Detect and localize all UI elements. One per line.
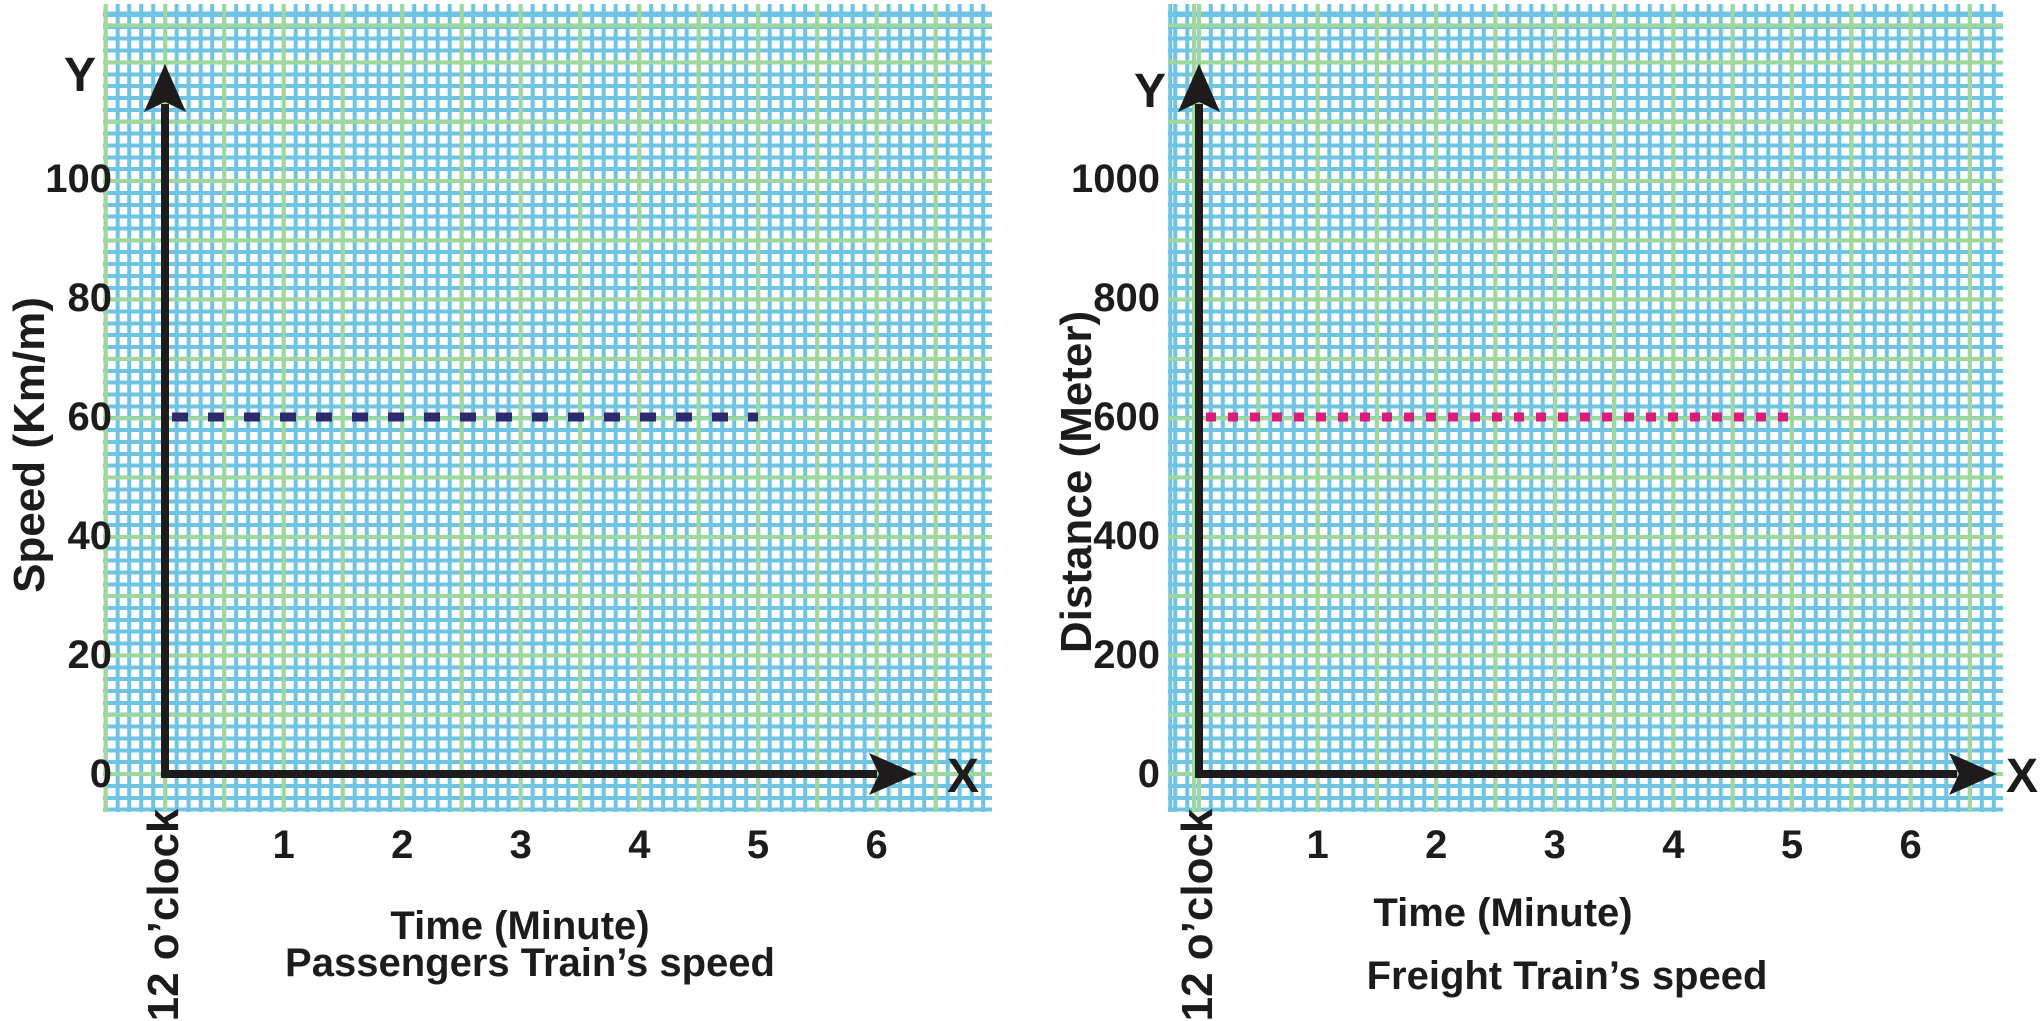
x-tick-label: 5 — [746, 823, 770, 867]
y-axis-letter: Y — [63, 49, 97, 102]
y-tick-label: 60 — [67, 395, 113, 439]
chart-title: Passengers Train’s speed — [285, 941, 775, 985]
y-tick-label: 1000 — [1071, 157, 1160, 201]
y-axis-arrowhead — [144, 64, 186, 112]
graph-paper — [103, 4, 992, 812]
x-axis-title: Time (Minute) — [390, 904, 650, 948]
y-tick-label: 20 — [67, 633, 113, 677]
x-tick-label: 3 — [509, 823, 532, 867]
x-tick-label: 4 — [628, 823, 651, 867]
y-tick-label: 40 — [67, 514, 113, 558]
y-tick-label: 400 — [1093, 514, 1160, 558]
x-tick-label: 3 — [1543, 823, 1566, 867]
x-axis-arrowhead — [869, 753, 917, 795]
x-axis-letter: X — [2005, 750, 2039, 803]
x-tick-label: 2 — [1425, 823, 1448, 867]
x-tick-label: 6 — [1899, 823, 1922, 867]
x-tick-label: 4 — [1662, 823, 1685, 867]
x-tick-label: 1 — [1306, 823, 1329, 867]
y-tick-label: 0 — [1137, 752, 1160, 796]
y-axis-arrowhead — [1178, 64, 1220, 112]
x-axis-arrowhead — [1949, 753, 1997, 795]
y-tick-label: 200 — [1093, 633, 1160, 677]
y-axis-letter: Y — [1133, 65, 1167, 118]
x-axis-title: Time (Minute) — [1373, 891, 1633, 935]
chart-title: Freight Train’s speed — [1366, 954, 1768, 998]
x-tick-label: 2 — [391, 823, 414, 867]
x-axis-letter: X — [946, 750, 980, 803]
x-tick-label: 5 — [1780, 823, 1804, 867]
x-tick-label: 6 — [865, 823, 888, 867]
y-tick-label: 100 — [45, 157, 112, 201]
y-tick-label: 600 — [1093, 395, 1160, 439]
x-tick-label: 1 — [272, 823, 295, 867]
graph-paper — [1168, 4, 2003, 812]
y-tick-label: 80 — [67, 276, 113, 320]
y-tick-label: 0 — [89, 752, 112, 796]
y-tick-label: 800 — [1093, 276, 1160, 320]
